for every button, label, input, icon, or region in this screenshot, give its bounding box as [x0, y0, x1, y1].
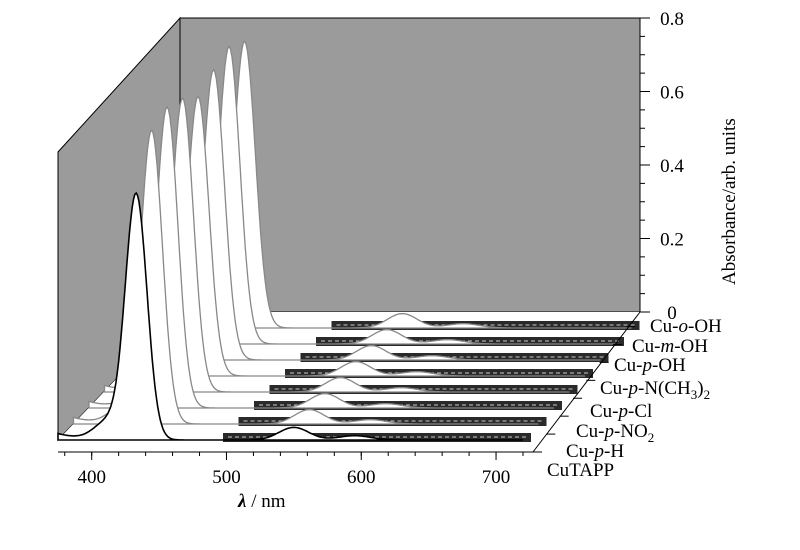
y-tick-label: 0.2	[660, 230, 684, 251]
series-baseline-strip	[331, 321, 640, 330]
series-labels: CuTAPPCu-p-HCu-p-NO2Cu-p-ClCu-p-N(CH3)2C…	[547, 316, 722, 481]
series-curve	[165, 40, 632, 329]
spectra-layer	[57, 40, 640, 442]
z-axis-line	[532, 311, 641, 453]
series-7	[165, 40, 640, 330]
series-label: Cu-p-N(CH3)2	[600, 378, 710, 402]
y-axis-title: Absorbance/arb. units	[719, 118, 740, 285]
x-axis-title: λ / nm	[237, 491, 286, 512]
series-label: Cu-m-OH	[632, 336, 708, 357]
series-label: CuTAPP	[547, 460, 614, 481]
y-tick-label: 0.4	[660, 156, 684, 177]
series-baseline-strip	[238, 417, 547, 426]
series-curve	[150, 45, 616, 345]
series-2	[88, 105, 562, 410]
series-label: Cu-p-Cl	[590, 401, 652, 422]
y-tick-label: 0	[667, 303, 677, 324]
series-label: Cu-p-NO2	[576, 421, 654, 445]
series-label: Cu-o-OH	[650, 316, 722, 337]
x-tick-label: 500	[212, 467, 241, 488]
x-tick-label: 400	[77, 467, 106, 488]
series-0	[57, 191, 531, 442]
series-curve	[134, 68, 601, 361]
series-curve	[119, 95, 585, 377]
x-tick-label: 700	[482, 467, 511, 488]
x-tick-label: 600	[347, 467, 376, 488]
series-baseline-strip	[269, 385, 578, 394]
series-label: Cu-p-OH	[614, 355, 686, 376]
axes-layer: 400 500 600 700 0 0.2 0.4 0.6 0.8	[58, 9, 684, 488]
series-5	[134, 68, 609, 362]
series-4	[119, 95, 593, 378]
series-curve	[103, 96, 570, 393]
y-tick-label: 0.8	[660, 9, 684, 30]
series-baseline-strip	[285, 369, 593, 378]
series-baseline-strip	[254, 401, 562, 410]
series-baseline-strip	[223, 433, 531, 442]
series-6	[150, 45, 624, 346]
y-tick-label: 0.6	[660, 83, 684, 104]
x-axis-unit: / nm	[246, 491, 285, 512]
x-axis-symbol: λ	[237, 491, 246, 512]
series-baseline-strip	[300, 353, 609, 362]
series-3	[103, 96, 578, 394]
series-1	[72, 128, 547, 426]
series-baseline-strip	[316, 337, 624, 346]
series-curve	[57, 191, 523, 441]
series-curve	[72, 128, 539, 425]
series-label: Cu-p-H	[566, 441, 624, 462]
series-curve	[88, 105, 554, 409]
